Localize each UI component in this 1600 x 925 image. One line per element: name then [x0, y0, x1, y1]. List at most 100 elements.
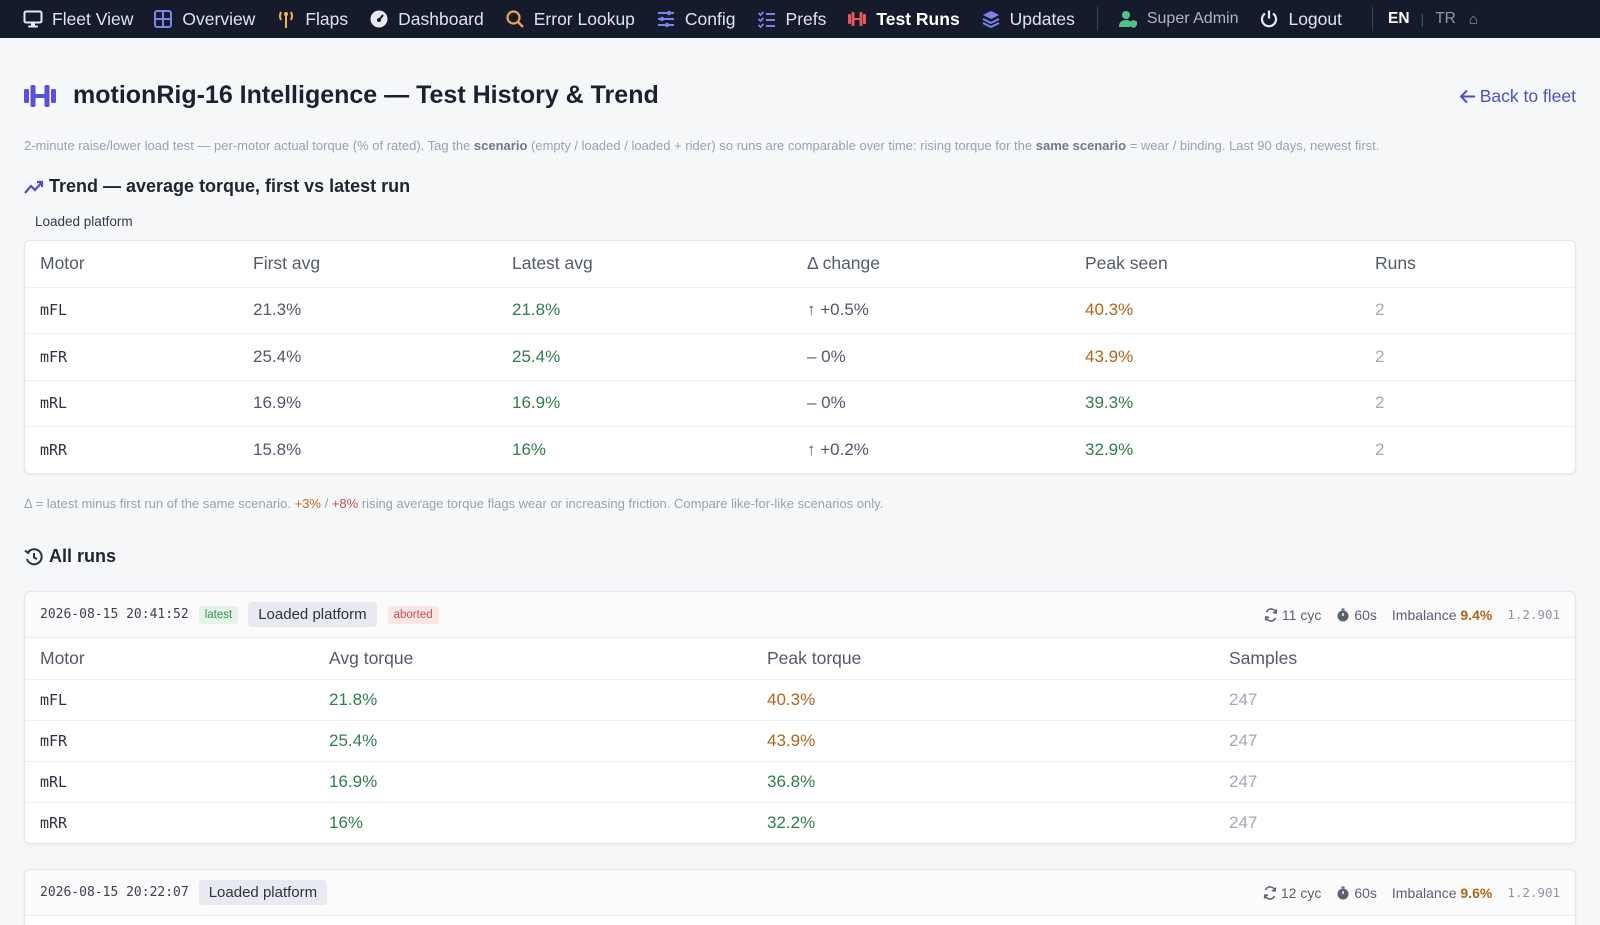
firmware-version: 1.2.901	[1507, 885, 1560, 900]
nav-item-config[interactable]: Config	[656, 9, 736, 30]
motor-cell: mRL	[25, 379, 238, 427]
trend-row: mFR 25.4% 25.4% – 0% 43.9% 2	[25, 333, 1575, 380]
imbalance-meta: Imbalance 9.4%	[1391, 606, 1493, 623]
trend-row: mFL 21.3% 21.8% ↑ +0.5% 40.3% 2	[25, 286, 1575, 334]
run-timestamp: 2026-08-15 20:22:07	[40, 885, 189, 900]
peak-torque-cell: 40.3%	[752, 678, 1214, 720]
avg-torque-cell: 25.4%	[314, 719, 752, 761]
col-header-latest-avg: Latest avg	[512, 253, 593, 274]
lang-tr[interactable]: TR	[1435, 10, 1456, 27]
nav-brand-label: Fleet View	[52, 8, 134, 29]
peak-cell: 40.3%	[1070, 286, 1360, 334]
run-row: mRL 16.9% 36.8% 247	[25, 760, 1575, 802]
peak-cell: 32.9%	[1070, 426, 1360, 473]
cycles-meta: 11 cyc	[1264, 607, 1321, 623]
col-header-samples: Samples	[1229, 647, 1298, 668]
runs-cell: 2	[1360, 379, 1575, 427]
gauge-icon	[370, 10, 388, 28]
motor-cell: mFR	[25, 333, 238, 380]
run-card: 2026-08-15 20:22:07 Loaded platform 12 c…	[24, 869, 1576, 925]
dumbbell-icon	[24, 85, 56, 107]
stopwatch-icon	[1337, 886, 1349, 899]
layers-icon	[982, 11, 1000, 29]
nav-item-flaps[interactable]: Flaps	[276, 9, 348, 30]
nav-logout[interactable]: Logout	[1259, 9, 1342, 30]
nav-user-super-admin[interactable]: Super Admin	[1118, 9, 1239, 29]
change-cell: ↑ +0.5%	[792, 286, 1070, 334]
nav-item-label: Config	[684, 8, 736, 29]
motor-cell: mRR	[25, 426, 238, 473]
nav-item-test-runs[interactable]: Test Runs	[847, 9, 960, 30]
first-avg-cell: 16.9%	[238, 379, 497, 427]
run-header-row: Motor Avg torque Peak torque Samples	[25, 638, 1575, 679]
arrow-left-icon	[1459, 89, 1475, 104]
samples-cell: 247	[1214, 719, 1575, 761]
run-row: mRR 16% 32.2% 247	[25, 801, 1575, 843]
motor-cell: mFL	[25, 286, 238, 334]
imbalance-meta: Imbalance 9.6%	[1391, 884, 1493, 901]
nav-item-label: Error Lookup	[533, 8, 635, 29]
trend-header-row: Motor First avg Latest avg Δ change Peak…	[25, 241, 1575, 287]
motor-cell: mFR	[25, 719, 314, 761]
firmware-version: 1.2.901	[1507, 607, 1560, 622]
latest-badge: latest	[198, 605, 239, 624]
power-icon	[1261, 10, 1278, 28]
nav-divider	[1372, 7, 1373, 31]
nav-brand-fleet-view[interactable]: Fleet View	[23, 9, 133, 30]
runs-cell: 2	[1360, 333, 1575, 380]
user-shield-icon	[1118, 11, 1137, 28]
home-icon[interactable]: ⌂	[1468, 10, 1478, 28]
change-cell: – 0%	[792, 333, 1070, 380]
back-to-fleet-link[interactable]: Back to fleet	[1459, 86, 1576, 107]
dumbbell-icon	[848, 12, 867, 26]
refresh-icon	[1264, 607, 1278, 622]
run-table: Motor Avg torque Peak torque Samples mFL…	[25, 638, 1575, 843]
history-icon	[24, 547, 43, 565]
trend-table-card: Motor First avg Latest avg Δ change Peak…	[24, 240, 1576, 474]
nav-item-dashboard[interactable]: Dashboard	[369, 9, 484, 30]
run-header: 2026-08-15 20:22:07 Loaded platform 12 c…	[25, 870, 1575, 916]
nav-item-overview[interactable]: Overview	[153, 9, 255, 30]
nav-item-label: Updates	[1009, 8, 1075, 29]
col-header-change: Δ change	[807, 253, 880, 274]
avg-torque-cell: 21.8%	[314, 678, 752, 720]
nav-item-label: Flaps	[305, 8, 349, 29]
col-header-avg-torque: Avg torque	[329, 647, 414, 668]
imbalance-value: 9.6%	[1460, 884, 1493, 901]
nav-logout-label: Logout	[1288, 8, 1342, 29]
list-check-icon	[757, 11, 775, 29]
duration-meta: 60s	[1336, 885, 1377, 901]
back-link-label: Back to fleet	[1479, 86, 1576, 106]
col-header-peak-torque: Peak torque	[767, 647, 862, 668]
peak-cell: 39.3%	[1070, 379, 1360, 427]
motor-cell: mFL	[25, 678, 314, 720]
page-title: motionRig-16 Intelligence — Test History…	[73, 81, 659, 109]
col-header-peak-seen: Peak seen	[1085, 253, 1168, 274]
stopwatch-icon	[1337, 608, 1349, 621]
trend-note: Δ = latest minus first run of the same s…	[24, 496, 884, 511]
run-row: mFL 21.8% 40.3% 247	[25, 678, 1575, 720]
nav-item-label: Overview	[182, 8, 256, 29]
nav-item-updates[interactable]: Updates	[981, 9, 1075, 30]
run-meta: 11 cyc 60s Imbalance 9.4% 1.2.901	[1264, 607, 1560, 623]
monitor-icon	[23, 10, 43, 28]
col-header-motor: Motor	[40, 647, 85, 668]
page-description: 2-minute raise/lower load test — per-mot…	[24, 138, 1380, 153]
peak-torque-cell: 32.2%	[752, 801, 1214, 843]
lang-en[interactable]: EN	[1388, 10, 1410, 27]
runs-cell: 2	[1360, 426, 1575, 473]
samples-cell: 247	[1214, 760, 1575, 802]
grid-icon	[154, 10, 173, 28]
top-navbar: Fleet View Overview Flaps Dashboard Erro…	[0, 0, 1600, 38]
peak-torque-cell: 43.9%	[752, 719, 1214, 761]
imbalance-value: 9.4%	[1460, 606, 1493, 623]
samples-cell: 247	[1214, 801, 1575, 843]
scenario-badge: Loaded platform	[198, 880, 328, 905]
nav-item-error-lookup[interactable]: Error Lookup	[505, 9, 635, 30]
nav-divider	[1096, 7, 1098, 31]
antenna-icon	[279, 11, 294, 28]
motor-cell: mRR	[25, 801, 314, 843]
run-meta: 12 cyc 60s Imbalance 9.6% 1.2.901	[1263, 885, 1560, 901]
nav-user-label: Super Admin	[1146, 10, 1239, 27]
nav-item-prefs[interactable]: Prefs	[757, 9, 826, 30]
